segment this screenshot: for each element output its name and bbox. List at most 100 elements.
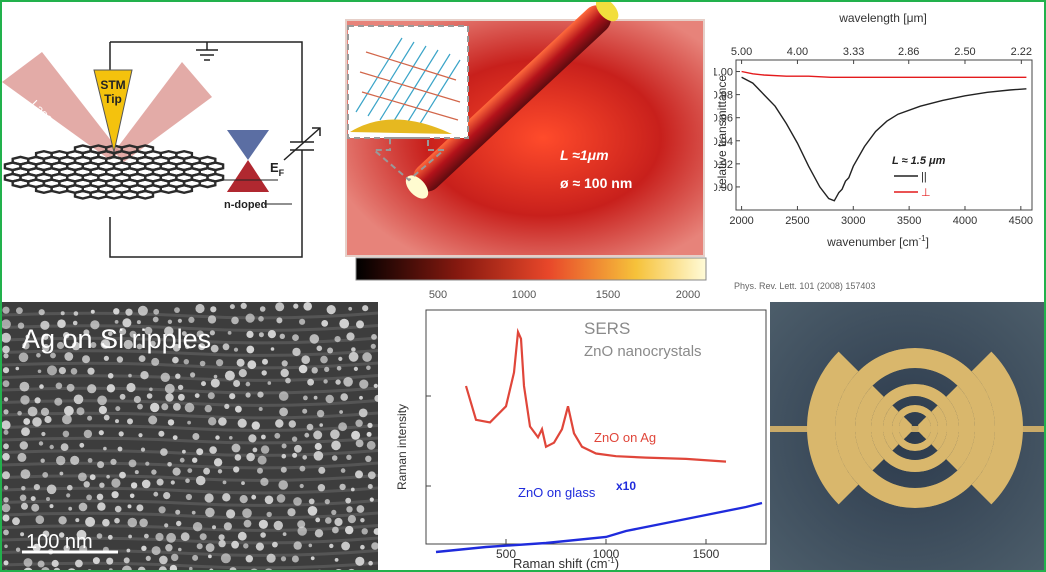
nanoparticle: [127, 504, 132, 509]
nanoparticle: [267, 381, 272, 385]
nanoparticle: [44, 415, 52, 424]
nanoparticle: [42, 344, 50, 352]
nanoparticle: [161, 403, 169, 411]
antenna-image: [770, 302, 1044, 570]
nanoparticle: [297, 526, 307, 536]
nanoparticle: [4, 544, 8, 549]
nanoparticle: [248, 434, 257, 443]
nanoparticle: [19, 441, 28, 450]
nanoparticle: [265, 568, 273, 570]
nanoparticle: [367, 471, 376, 480]
raman-x-tick-label: 1500: [693, 547, 720, 561]
antenna-tooth: [860, 471, 970, 509]
raman-x-label: Raman shift (cm-1): [513, 556, 619, 570]
nanoparticle: [60, 443, 69, 451]
nanoparticle: [76, 529, 87, 540]
nanoparticle: [266, 511, 272, 518]
laser-beam-left: [2, 52, 120, 160]
nanoparticle: [18, 352, 29, 363]
nanoparticle: [359, 395, 363, 400]
nanoparticle: [114, 320, 119, 324]
nanoparticle: [205, 543, 215, 552]
raman-y-label: Raman intensity: [395, 404, 409, 490]
nanoparticle: [347, 515, 356, 524]
tip-label-1: STM: [100, 78, 125, 92]
nanoparticle: [137, 305, 148, 316]
log-periodic-antenna: [807, 348, 1023, 509]
nanoparticle: [293, 541, 302, 550]
nanoparticle: [246, 345, 255, 354]
nanoparticle: [175, 509, 181, 515]
nanoparticle: [323, 379, 328, 384]
nanoparticle: [220, 553, 231, 564]
nanoparticle: [182, 449, 186, 454]
nanoparticle: [87, 367, 95, 375]
nanoparticle: [246, 452, 255, 462]
nanoparticle: [348, 568, 355, 570]
nanoparticle: [351, 430, 361, 440]
antenna-tooth: [899, 439, 931, 451]
nanoparticle: [108, 568, 113, 570]
nanoparticle: [306, 423, 314, 431]
nanoparticle: [325, 394, 334, 404]
nanoparticle: [217, 469, 223, 474]
nanoparticle: [177, 318, 182, 323]
nanoparticle: [222, 343, 230, 351]
nanoparticle: [241, 481, 245, 485]
nanoparticle: [22, 342, 30, 350]
nanoparticle: [78, 502, 88, 512]
nanoparticle: [103, 355, 109, 361]
nanoparticle: [164, 383, 175, 394]
nanoparticle: [56, 341, 65, 350]
nanoparticle: [89, 474, 96, 481]
nanoparticle: [212, 525, 216, 530]
nanoparticle: [196, 543, 203, 550]
nanoparticle: [87, 384, 97, 394]
nanoparticle: [178, 547, 182, 552]
nanoparticle: [288, 420, 296, 428]
nanoparticle: [114, 517, 120, 524]
nanoparticle: [116, 356, 124, 363]
top-tick-label: 5.00: [731, 46, 752, 58]
nanoparticle: [42, 530, 50, 538]
nanoparticle: [251, 421, 260, 430]
nanoparticle: [233, 466, 240, 473]
nanoparticle: [275, 302, 285, 312]
graphene-hexagon: [104, 189, 124, 200]
nanoparticle: [340, 468, 346, 473]
sem-title: Ag on Si ripples: [22, 324, 211, 354]
nanoparticle: [307, 378, 314, 386]
top-tick-label: 2.22: [1011, 46, 1032, 58]
nanoparticle: [324, 366, 330, 372]
nanoparticle: [331, 455, 338, 461]
nanoparticle: [47, 365, 57, 376]
nanoparticle: [64, 405, 74, 416]
nanoparticle: [189, 566, 193, 570]
nanoparticle: [165, 393, 174, 402]
doping-label: n-doped: [224, 199, 267, 211]
nanoparticle: [308, 543, 313, 548]
nanoparticle: [343, 377, 353, 387]
nanoparticle: [122, 565, 132, 570]
nanoparticle: [281, 443, 287, 449]
nanoparticle: [126, 548, 131, 553]
nanoparticle: [145, 555, 151, 561]
crystal-inset: [347, 25, 469, 139]
antenna-tooth: [925, 349, 995, 507]
nanoparticle: [160, 372, 170, 382]
raman-panel: SERS ZnO nanocrystals Raman intensity Ra…: [378, 302, 770, 570]
nanoparticle: [40, 320, 50, 330]
nanoparticle: [215, 435, 220, 440]
length-label: L ≈1μm: [560, 147, 609, 163]
nanoparticle: [123, 339, 133, 350]
graphene-hexagon: [175, 183, 194, 195]
nanoparticle: [62, 414, 72, 425]
nanoparticle: [126, 382, 136, 393]
nanoparticle: [358, 408, 368, 418]
nanoparticle: [59, 471, 64, 476]
nanoparticle: [366, 431, 372, 437]
nanoparticle: [329, 543, 334, 549]
nanoparticle: [201, 381, 206, 387]
nanoparticle: [128, 373, 132, 378]
nanoparticle: [138, 433, 143, 438]
